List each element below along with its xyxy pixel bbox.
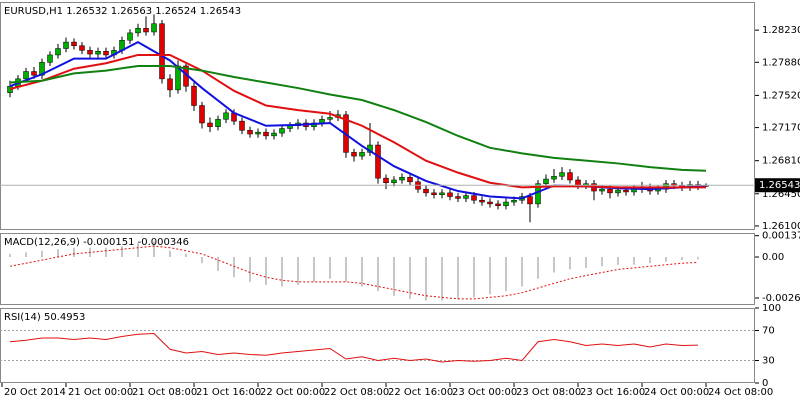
candle-body bbox=[439, 192, 445, 195]
candle-body bbox=[71, 41, 77, 47]
candle-body bbox=[567, 172, 573, 181]
panel-title: RSI(14) 50.4953 bbox=[4, 312, 85, 323]
candle-body bbox=[463, 195, 469, 199]
candle-body bbox=[471, 195, 477, 201]
x-tick-label: 21 Oct 08:00 bbox=[132, 387, 197, 398]
candle-body bbox=[167, 78, 173, 91]
candle-body bbox=[207, 122, 213, 127]
candle-body bbox=[135, 28, 141, 34]
candle-body bbox=[407, 176, 413, 183]
candle-body bbox=[31, 71, 37, 76]
candle-body bbox=[239, 120, 245, 131]
candle-body bbox=[511, 199, 517, 203]
x-tick-label: 22 Oct 08:00 bbox=[324, 387, 389, 398]
rsi-line bbox=[9, 332, 699, 363]
candle-body bbox=[263, 131, 269, 137]
candle-body bbox=[495, 203, 501, 206]
candle-body bbox=[375, 144, 381, 179]
candle-body bbox=[391, 179, 397, 183]
x-tick-label: 20 Oct 2014 bbox=[4, 387, 66, 398]
candle-body bbox=[447, 192, 453, 197]
x-tick-label: 21 Oct 00:00 bbox=[68, 387, 133, 398]
candle-body bbox=[87, 50, 93, 55]
candle-body bbox=[7, 85, 13, 93]
candle-body bbox=[255, 131, 261, 135]
candle-body bbox=[127, 32, 133, 41]
y-tick-label: 70 bbox=[762, 326, 775, 337]
panel-title: MACD(12,26,9) -0.000151 -0.000346 bbox=[4, 237, 189, 248]
candle-body bbox=[479, 199, 485, 203]
candle-body bbox=[503, 201, 509, 206]
candle-body bbox=[359, 152, 365, 157]
x-tick-label: 24 Oct 08:00 bbox=[708, 387, 773, 398]
candle-body bbox=[95, 51, 101, 55]
y-tick-label: 30 bbox=[762, 356, 775, 367]
candle-body bbox=[175, 65, 181, 91]
y-tick-label: 100 bbox=[762, 303, 781, 314]
y-tick-label: 1.26450 bbox=[762, 189, 800, 200]
candle-body bbox=[79, 45, 85, 51]
y-tick-label: 1.28230 bbox=[762, 25, 800, 36]
candle-body bbox=[215, 119, 221, 127]
macd-signal bbox=[9, 245, 699, 300]
candle-body bbox=[399, 176, 405, 181]
x-tick-label: 23 Oct 00:00 bbox=[452, 387, 517, 398]
candle-body bbox=[327, 117, 333, 120]
candle-body bbox=[615, 189, 621, 194]
candle-body bbox=[191, 85, 197, 106]
candle-body bbox=[551, 176, 557, 180]
panel-title: EURUSD,H1 1.26532 1.26563 1.26524 1.2654… bbox=[4, 6, 241, 17]
y-tick-label: 1.26100 bbox=[762, 221, 800, 232]
candle-body bbox=[607, 188, 613, 194]
candle-body bbox=[47, 54, 53, 63]
last-price-label: 1.26543 bbox=[759, 180, 800, 191]
candle-body bbox=[151, 23, 157, 33]
candle-body bbox=[271, 132, 277, 137]
x-tick-label: 22 Oct 16:00 bbox=[388, 387, 453, 398]
x-tick-label: 23 Oct 16:00 bbox=[580, 387, 645, 398]
y-tick-label: 1.27880 bbox=[762, 57, 800, 68]
candle-body bbox=[223, 112, 229, 120]
x-tick-label: 24 Oct 00:00 bbox=[644, 387, 709, 398]
candle-body bbox=[575, 179, 581, 186]
candle-body bbox=[351, 152, 357, 157]
candle-body bbox=[55, 48, 61, 56]
candle-body bbox=[559, 172, 565, 177]
x-tick-label: 21 Oct 16:00 bbox=[196, 387, 261, 398]
moving-average bbox=[9, 64, 707, 172]
x-tick-label: 23 Oct 08:00 bbox=[516, 387, 581, 398]
candle-body bbox=[63, 41, 69, 49]
candle-body bbox=[199, 105, 205, 124]
candle-body bbox=[143, 28, 149, 33]
candle-body bbox=[423, 188, 429, 194]
y-tick-label: 1.26810 bbox=[762, 156, 800, 167]
candle-body bbox=[279, 128, 285, 134]
y-tick-label: 1.27520 bbox=[762, 90, 800, 101]
x-tick-label: 22 Oct 00:00 bbox=[260, 387, 325, 398]
candle-body bbox=[623, 189, 629, 193]
y-tick-label: -0.002643 bbox=[762, 293, 800, 304]
candle-body bbox=[527, 196, 533, 205]
candle-body bbox=[287, 125, 293, 129]
candle-body bbox=[23, 71, 29, 80]
y-tick-label: 0 bbox=[762, 378, 768, 389]
candle-body bbox=[543, 178, 549, 184]
candle-body bbox=[455, 196, 461, 199]
y-tick-label: 0.001375 bbox=[762, 231, 800, 242]
candle-body bbox=[431, 192, 437, 195]
y-tick-label: 0.00 bbox=[762, 252, 784, 263]
candle-body bbox=[487, 201, 493, 205]
last-price-box bbox=[755, 178, 800, 193]
candle-body bbox=[103, 51, 109, 56]
panel-frame bbox=[0, 308, 755, 383]
candle-body bbox=[599, 188, 605, 192]
candle-body bbox=[159, 23, 165, 80]
moving-average bbox=[9, 53, 706, 189]
panel-frame bbox=[0, 2, 755, 230]
y-tick-label: 1.27170 bbox=[762, 123, 800, 134]
candle-body bbox=[383, 177, 389, 183]
candle-body bbox=[247, 130, 253, 135]
